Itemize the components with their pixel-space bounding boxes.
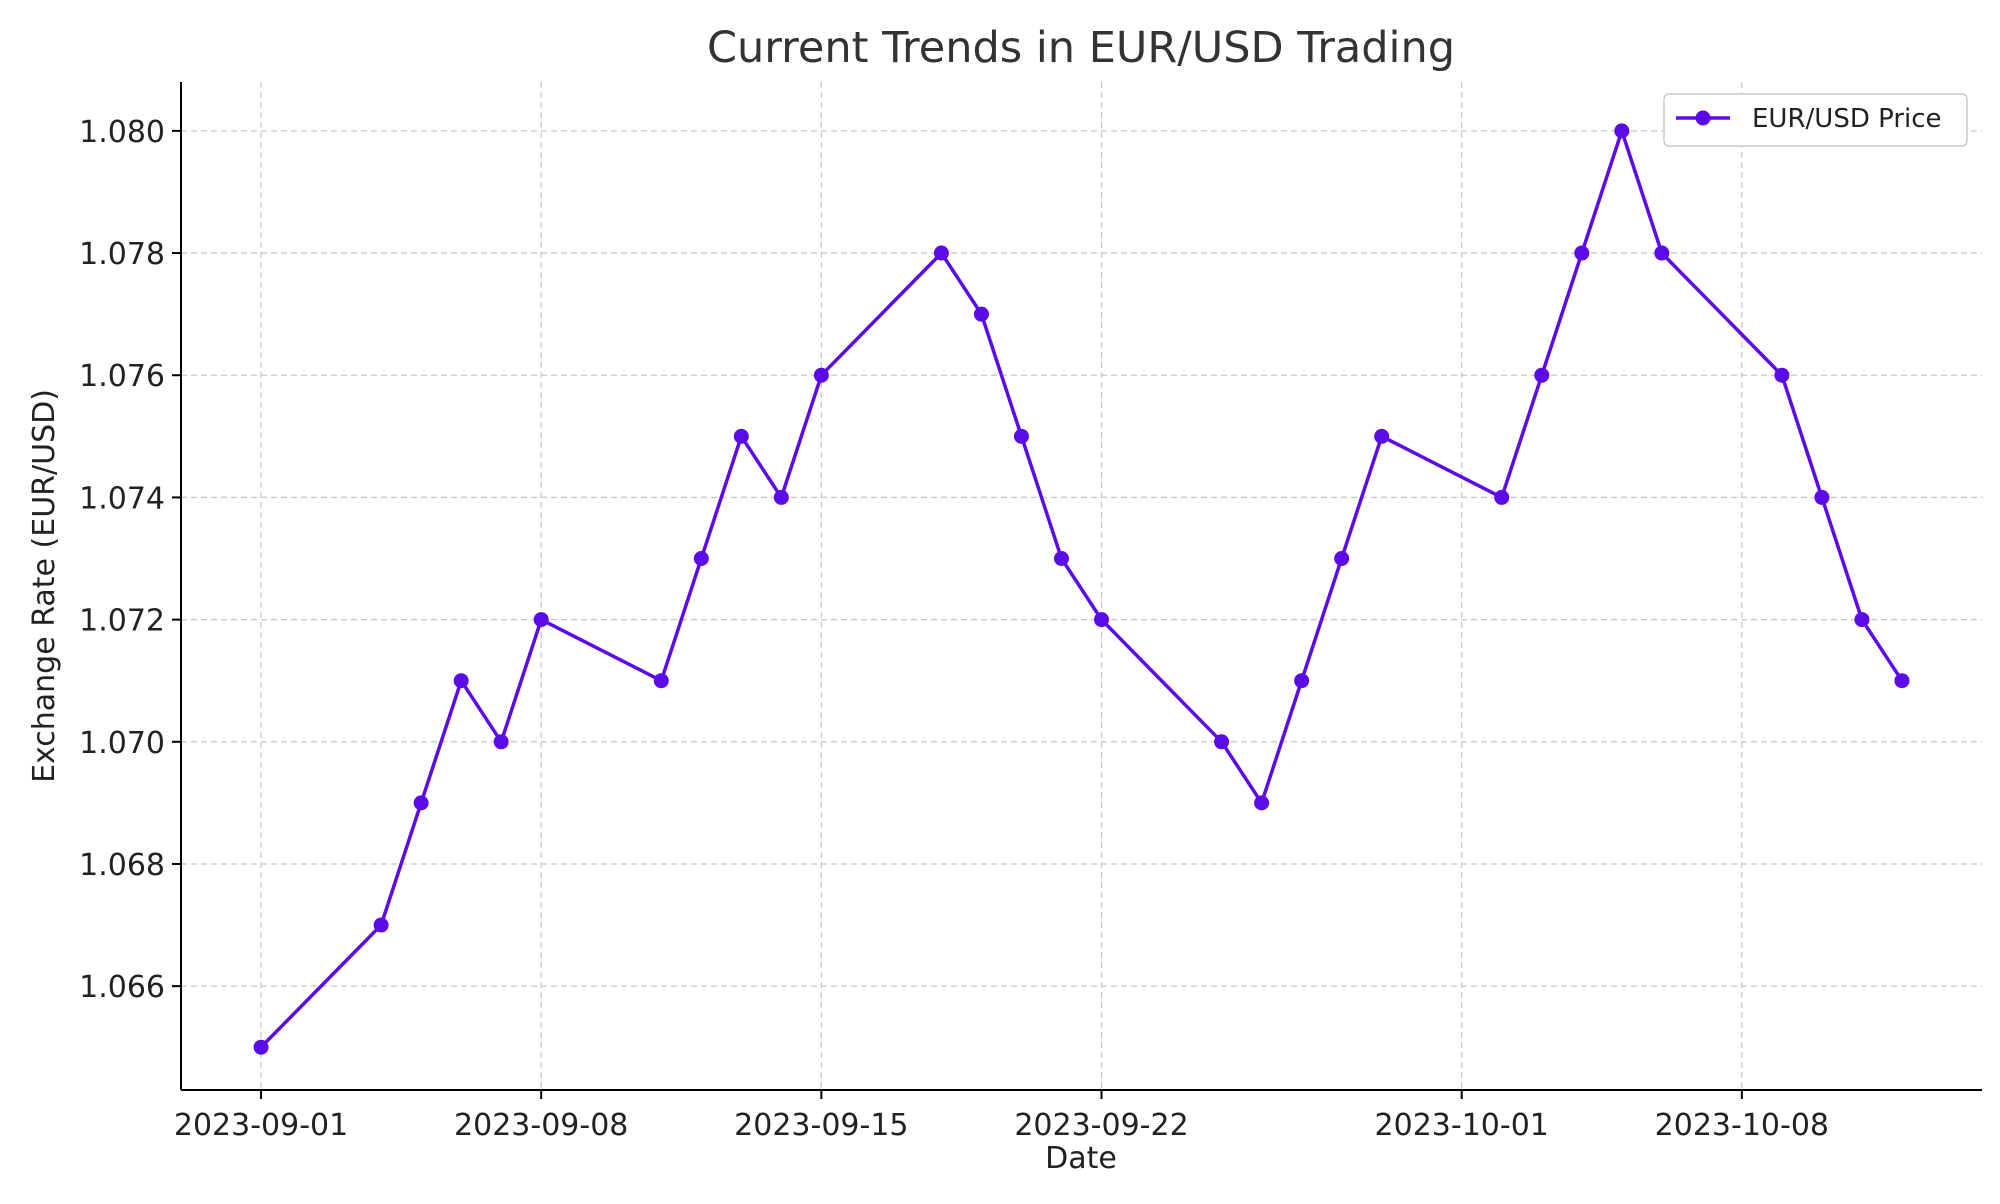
legend-label: EUR/USD Price (1752, 104, 1942, 134)
data-point (1294, 673, 1310, 689)
x-tick-label: 2023-09-08 (454, 1108, 628, 1143)
y-tick-label: 1.072 (79, 604, 165, 639)
data-point (533, 612, 549, 628)
data-point (1774, 367, 1790, 383)
series (253, 123, 1910, 1055)
y-axis-title: Exchange Rate (EUR/USD) (27, 389, 62, 783)
data-point (1894, 673, 1910, 689)
series-line (259, 129, 1904, 1049)
data-point (1654, 245, 1670, 261)
ticks: 1.066 1.068 1.070 1.072 1.074 1.076 1.078 1.080… (79, 115, 1829, 1143)
data-point (493, 734, 509, 750)
data-point (253, 1039, 269, 1055)
data-point (773, 489, 789, 505)
data-point (1334, 551, 1350, 567)
data-point (1374, 428, 1390, 444)
y-tick-label: 1.070 (79, 726, 165, 761)
legend: EUR/USD Price (1663, 93, 1968, 147)
data-point (413, 795, 429, 811)
legend-box (1663, 93, 1968, 147)
data-point (1013, 428, 1029, 444)
data-point (1854, 612, 1870, 628)
chart-title: Current Trends in EUR/USD Trading (707, 23, 1455, 73)
data-point (1494, 489, 1510, 505)
y-tick-label: 1.076 (79, 359, 165, 394)
data-point (1254, 795, 1270, 811)
data-point (1053, 551, 1069, 567)
x-tick-label: 2023-09-22 (1014, 1108, 1188, 1143)
x-tick-label: 2023-09-15 (734, 1108, 908, 1143)
data-point (693, 551, 709, 567)
data-point (813, 367, 829, 383)
data-point (1094, 612, 1110, 628)
data-point (933, 245, 949, 261)
y-tick-label: 1.074 (79, 481, 165, 516)
data-point (1534, 367, 1550, 383)
x-tick-label: 2023-10-08 (1655, 1108, 1829, 1143)
x-axis-title: Date (1045, 1141, 1117, 1176)
data-point (653, 673, 669, 689)
x-tick-label: 2023-09-01 (174, 1108, 348, 1143)
y-tick-label: 1.066 (79, 970, 165, 1005)
y-tick-label: 1.078 (79, 237, 165, 272)
data-point (1814, 489, 1830, 505)
grid (181, 82, 1982, 1090)
data-point (1214, 734, 1230, 750)
legend-marker-swatch (1695, 110, 1711, 126)
y-tick-label: 1.080 (79, 115, 165, 150)
y-tick-label: 1.068 (79, 848, 165, 883)
axes (180, 82, 1982, 1091)
data-point (373, 917, 389, 933)
data-point (453, 673, 469, 689)
x-tick-label: 2023-10-01 (1375, 1108, 1549, 1143)
data-point (973, 306, 989, 322)
data-point (733, 428, 749, 444)
data-point (1574, 245, 1590, 261)
data-point (1614, 123, 1630, 139)
